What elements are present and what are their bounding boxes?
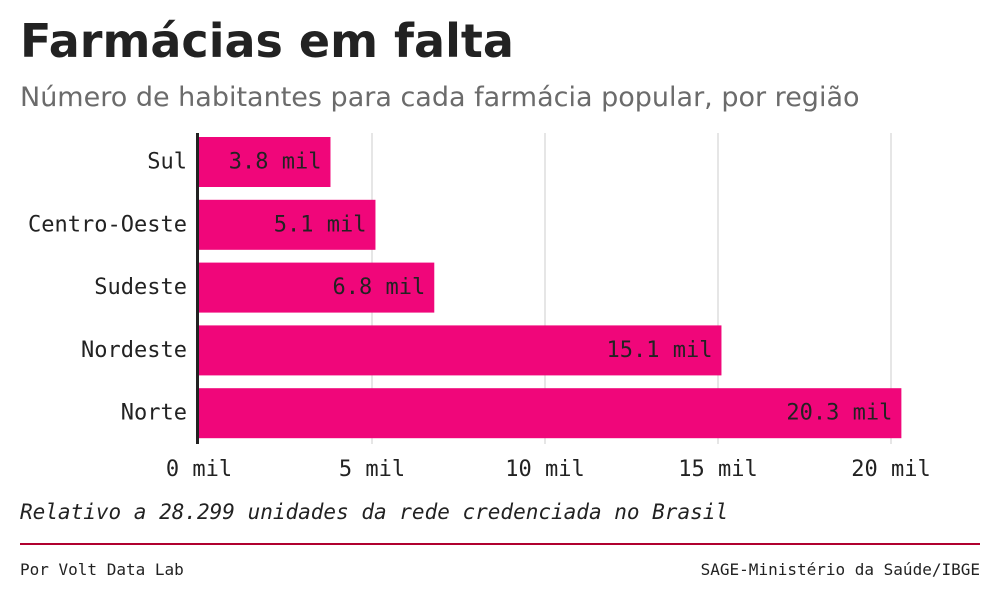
source-text: SAGE-Ministério da Saúde/IBGE [700, 560, 980, 579]
footer-divider [20, 543, 980, 545]
category-label: Centro-Oeste [28, 212, 187, 237]
credit-text: Por Volt Data Lab [20, 560, 184, 579]
x-tick-label: 10 mil [505, 457, 584, 482]
footnote: Relativo a 28.299 unidades da rede crede… [20, 500, 729, 524]
category-label: Sudeste [94, 275, 187, 300]
bar [199, 325, 722, 376]
category-label: Norte [121, 401, 187, 426]
bars: 3.8 mil 5.1 mil 6.8 mil 15.1 mil 20.3 mil [199, 137, 902, 439]
chart-title: Farmácias em falta [20, 14, 514, 68]
data-label: 20.3 mil [786, 401, 892, 426]
category-label: Sul [147, 150, 187, 175]
x-tick-label: 15 mil [678, 457, 757, 482]
axes: 0 mil 5 mil 10 mil 15 mil 20 mil Sul Centro-Oe… [28, 133, 931, 482]
bar-chart: 3.8 mil 5.1 mil 6.8 mil 15.1 mil 20.3 mil 0 … [28, 133, 931, 482]
data-label: 5.1 mil [274, 212, 367, 237]
chart-subtitle: Número de habitantes para cada farmácia … [20, 82, 860, 113]
bar [199, 137, 331, 187]
bar [199, 262, 435, 313]
bar [199, 199, 376, 250]
data-label: 15.1 mil [606, 338, 712, 363]
data-label: 3.8 mil [229, 150, 322, 175]
x-tick-label: 5 mil [339, 457, 405, 482]
x-tick-label: 0 mil [166, 457, 232, 482]
category-label: Nordeste [81, 338, 187, 363]
x-tick-label: 20 mil [851, 457, 930, 482]
data-label: 6.8 mil [333, 275, 426, 300]
bar [199, 388, 902, 439]
